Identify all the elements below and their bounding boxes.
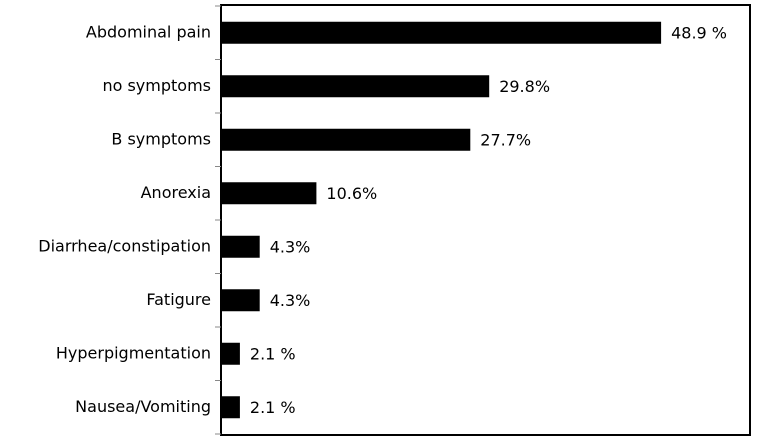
category-label: Anorexia (141, 183, 211, 202)
bar (221, 21, 662, 44)
bar (221, 342, 240, 365)
category-label: Nausea/Vomiting (75, 397, 211, 416)
value-label: 27.7% (480, 130, 531, 149)
value-label: 29.8% (499, 77, 550, 96)
value-label: 48.9 % (671, 23, 727, 42)
bar (221, 75, 490, 98)
category-label: no symptoms (102, 76, 211, 95)
value-label: 2.1 % (250, 344, 296, 363)
value-label: 10.6% (326, 184, 377, 203)
plot-frame (220, 4, 751, 436)
value-label: 4.3% (270, 291, 311, 310)
category-label: B symptoms (111, 129, 211, 148)
bar (221, 396, 240, 419)
bar (221, 235, 260, 258)
bar (221, 289, 260, 312)
category-label: Diarrhea/constipation (38, 236, 211, 255)
category-label: Fatigure (146, 290, 211, 309)
category-label: Hyperpigmentation (56, 343, 211, 362)
category-label: Abdominal pain (86, 22, 211, 41)
bar (221, 128, 471, 151)
value-label: 4.3% (270, 237, 311, 256)
value-label: 2.1 % (250, 398, 296, 417)
bar (221, 182, 317, 205)
